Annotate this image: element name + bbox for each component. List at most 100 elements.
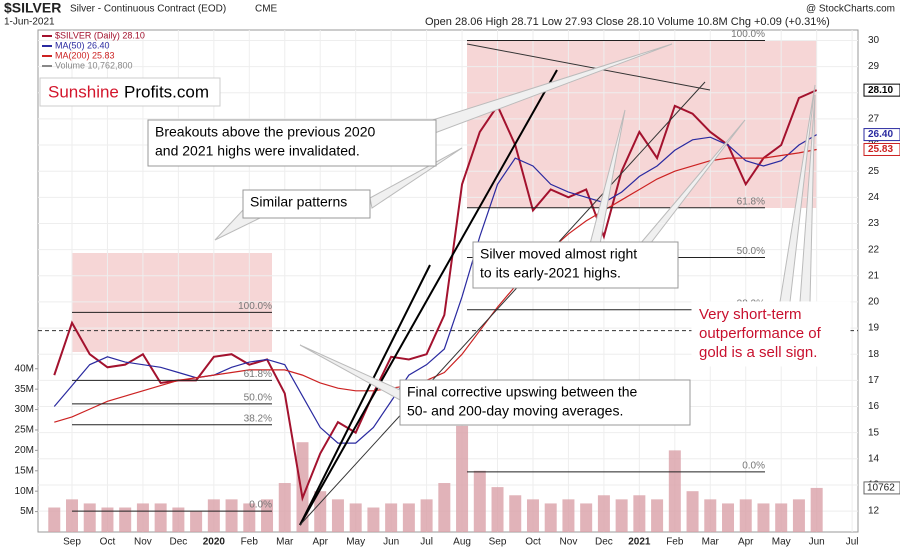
fib-label: 61.8% [737, 196, 765, 207]
volume-bar [775, 503, 788, 532]
trend-line [299, 69, 558, 526]
y-tick-label: 20 [868, 297, 880, 308]
volume-bar [739, 499, 752, 532]
value-tag [863, 142, 900, 156]
volume-bar [349, 503, 362, 532]
volume-bar [722, 503, 735, 532]
callout-arrows [214, 43, 816, 401]
logo-part: Sunshine [48, 82, 119, 101]
value-tag-label: 28.10 [868, 85, 893, 96]
volume-bar [509, 495, 522, 532]
legend-label: Volume 10,762,800 [55, 60, 133, 70]
series-line [53, 134, 817, 444]
x-tick-label: Dec [595, 537, 613, 548]
trend-lines [299, 69, 558, 526]
x-tick-label: Aug [453, 537, 471, 548]
legend-label: $SILVER (Daily) 28.10 [55, 30, 145, 40]
annotation-text: to its early-2021 highs. [480, 265, 621, 281]
volume-bar [331, 499, 344, 532]
volume-tick-label: 40M [15, 363, 34, 374]
volume-tick-label: 5M [20, 506, 34, 517]
x-tick-label: 2020 [203, 537, 226, 548]
volume-bar [314, 491, 327, 532]
x-tick-label: Jun [383, 537, 399, 548]
volume-bar [580, 503, 593, 532]
x-tick-label: Jul [846, 537, 859, 548]
y-tick-label: 30 [868, 35, 880, 46]
symbol: $SILVER [4, 0, 61, 16]
volume-bar [261, 499, 274, 532]
volume-bar [83, 503, 96, 532]
x-tick-label: Mar [702, 537, 720, 548]
annotation-box [242, 189, 371, 219]
x-tick-label: Sep [63, 537, 81, 548]
quote: Open 28.06 High 28.71 Low 27.93 Close 28… [425, 16, 830, 28]
y-tick-label: 14 [868, 453, 880, 464]
guide-line [466, 43, 711, 91]
y-tick-label: 17 [868, 375, 880, 386]
x-tick-label: May [346, 537, 365, 548]
y-tick-label: 22 [868, 244, 880, 255]
volume-tick-label: 25M [15, 425, 34, 436]
volume-bar [172, 507, 185, 532]
volume-bar [225, 499, 238, 532]
value-tag [863, 83, 900, 97]
annotation-text: gold is a sell sign. [699, 344, 817, 361]
annotation-text: Very short-term [699, 306, 802, 323]
fib-label: 100.0% [731, 29, 765, 40]
volume-bar [101, 507, 114, 532]
x-tick-label: Sep [489, 537, 507, 548]
credit: @ StockCharts.com [806, 4, 895, 15]
zone-2021 [467, 40, 817, 208]
guide-line [299, 81, 706, 526]
exchange: CME [255, 4, 278, 15]
volume-bar [367, 507, 380, 532]
y-tick-label: 12 [868, 506, 880, 517]
fib-label: 38.2% [244, 413, 272, 424]
volume-bar [207, 499, 220, 532]
volume-bar [526, 499, 539, 532]
volume-bar [456, 425, 469, 532]
y-tick-label: 25 [868, 166, 880, 177]
x-tick-label: Apr [312, 537, 328, 548]
x-tick-label: Nov [560, 537, 578, 548]
x-tick-label: 2021 [628, 537, 651, 548]
volume-bar [278, 483, 291, 532]
fib-label: 100.0% [238, 301, 272, 312]
annotation-text: Silver moved almost right [480, 246, 637, 262]
y-tick-label: 24 [868, 192, 880, 203]
annotation-text: Final corrective upswing between the [407, 384, 638, 400]
legend-label: MA(200) 25.83 [55, 50, 115, 60]
x-tick-label: Nov [134, 537, 152, 548]
y-tick-label: 29 [868, 61, 880, 72]
x-tick-label: Jul [420, 537, 433, 548]
x-tick-label: Dec [169, 537, 187, 548]
volume-bar [562, 499, 575, 532]
annotation-text: Similar patterns [250, 194, 347, 210]
annotation-text: 50- and 200-day moving averages. [407, 403, 623, 419]
fib-label: 61.8% [244, 369, 272, 380]
volume-bar [402, 503, 415, 532]
x-tick-label: Mar [276, 537, 294, 548]
fib-label: 50.0% [737, 246, 765, 257]
y-tick-label: 15 [868, 427, 880, 438]
volume-bar [385, 503, 398, 532]
arrow [369, 147, 463, 209]
volume-bar [48, 507, 61, 532]
volume-bar [438, 483, 451, 532]
legend-label: MA(50) 26.40 [55, 40, 110, 50]
x-tick-label: Oct [100, 537, 116, 548]
volume-bar [651, 499, 664, 532]
volume-bar [243, 503, 256, 532]
annotation-box [147, 119, 437, 167]
annotation-text: outperformance of [699, 325, 822, 342]
volume-bar [615, 499, 628, 532]
volume-bar [810, 487, 823, 532]
chart-title: Silver - Continuous Contract (EOD) [70, 4, 226, 15]
fib-label: 0.0% [249, 500, 272, 511]
volume-bar [757, 503, 770, 532]
annotation-box [399, 379, 691, 426]
y-tick-label: 18 [868, 349, 880, 360]
annotation-box [691, 301, 851, 367]
